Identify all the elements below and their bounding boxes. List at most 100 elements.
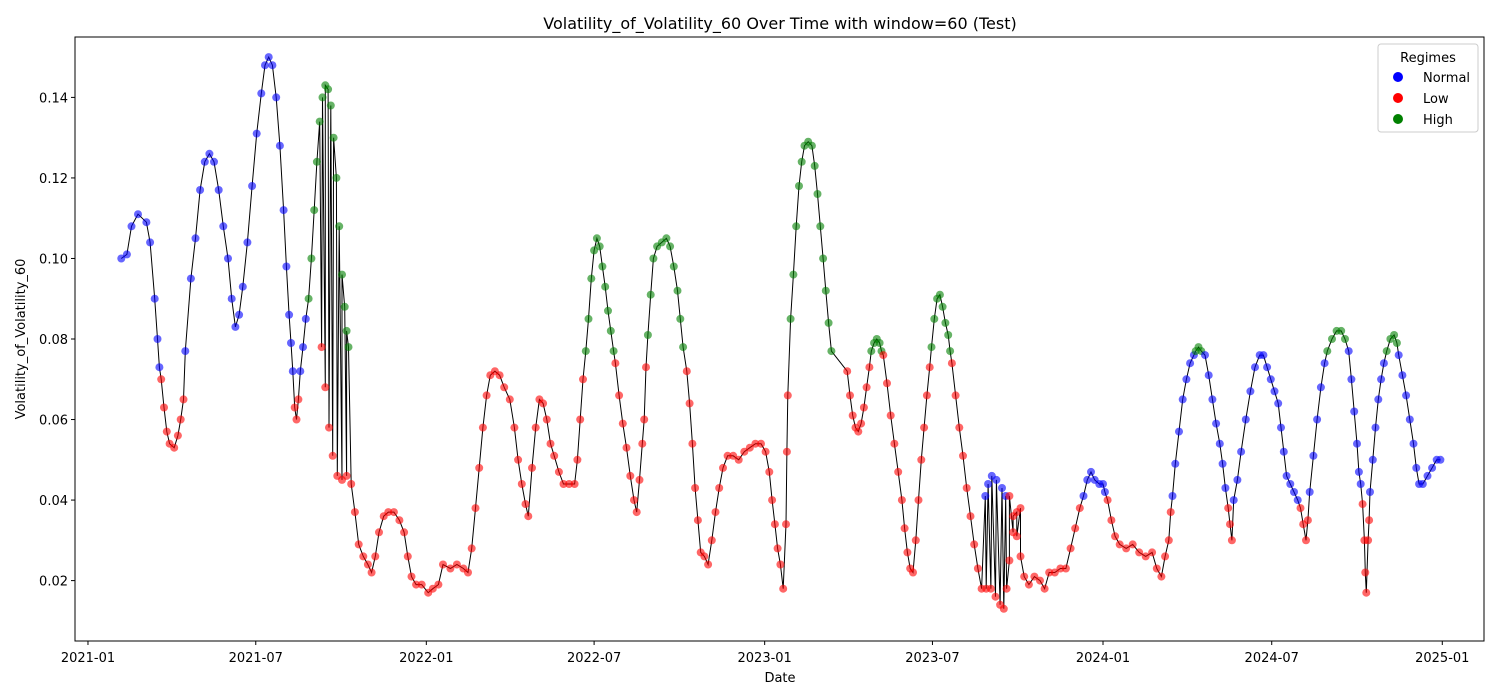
data-point-high [673,286,682,295]
data-point-low [1135,548,1144,557]
x-tick-label: 2022-01 [399,651,453,666]
data-point-normal [200,157,209,166]
data-point-low [890,439,899,448]
data-point-normal [1377,375,1386,384]
data-point-low [434,580,443,589]
data-point-low [417,580,426,589]
data-point-low [734,455,743,464]
data-point-low [991,592,1000,601]
data-point-normal [1208,395,1217,404]
data-point-low [1296,504,1305,513]
data-point-high [1392,339,1401,347]
data-point-high [340,302,349,311]
data-point-low [715,484,724,492]
data-point-normal [1259,351,1268,360]
data-point-low [1036,576,1044,585]
data-point-high [930,314,939,323]
data-point-low [1005,556,1014,565]
data-point-low [640,415,649,424]
data-point-low [1166,508,1175,517]
data-point-high [1341,335,1349,343]
data-point-low [290,403,299,412]
data-point-high [1382,347,1391,356]
data-point-low [1075,504,1084,513]
legend-label-low: Low [1423,92,1449,107]
data-point-low [883,379,891,388]
data-point-normal [1379,359,1388,368]
data-point-normal [210,157,218,166]
data-point-low [500,383,509,392]
data-point-normal [1251,363,1259,372]
data-point-low [412,580,421,589]
data-point-high [807,141,816,150]
data-point-low [909,568,917,577]
data-point-normal [1366,488,1374,496]
data-point-high [1323,347,1332,356]
data-point-low [630,496,638,505]
data-point-high [679,343,688,352]
data-point-low [859,403,868,412]
data-point-high [824,318,833,327]
data-point-normal [186,274,195,283]
data-point-normal [1266,375,1275,384]
data-point-low [973,564,982,573]
data-point-high [662,234,671,243]
data-point-low [693,516,702,525]
data-point-low [467,544,476,553]
data-point-high [669,262,678,271]
data-point-high [601,282,610,291]
data-point-high [606,326,615,335]
data-point-high [1390,331,1399,339]
data-point-high [927,343,936,352]
data-point-normal [1263,363,1272,372]
x-tick-label: 2021-07 [229,651,283,666]
y-tick-label: 0.10 [39,252,68,267]
data-point-low [1226,520,1234,529]
data-point-normal [1313,415,1322,424]
data-point-high [329,133,338,142]
data-point-low [579,375,587,384]
data-point-low [947,359,956,368]
data-point-high [335,222,344,231]
data-point-low [1148,548,1157,557]
data-point-normal [214,186,223,194]
data-point-low [894,467,903,476]
data-point-low [854,427,863,436]
data-point-normal [1277,423,1285,432]
data-point-low [359,552,368,561]
data-point-normal [1350,407,1359,416]
legend-marker-low [1393,93,1403,103]
data-point-low [1030,572,1039,581]
data-point-low [428,584,437,593]
data-point-normal [257,89,266,98]
data-point-high [1337,326,1346,335]
data-point-normal [275,141,284,150]
data-point-normal [1305,488,1314,496]
data-point-low [635,475,644,484]
chart-title: Volatility_of_Volatility_60 Over Time wi… [543,14,1016,34]
data-point-low [865,363,874,372]
data-point-low [1157,572,1166,581]
data-point-normal [1293,496,1302,505]
data-point-low [1115,540,1124,549]
data-point-low [970,540,979,549]
data-point-low [162,427,171,436]
data-point-low [1365,516,1374,525]
data-point-high [810,161,819,170]
data-point-normal [1083,475,1092,484]
data-point-normal [219,222,228,231]
data-point-low [354,540,363,549]
data-point-high [304,294,313,303]
data-point-low [363,560,372,569]
data-point-low [576,415,585,424]
data-point-normal [248,182,257,190]
data-point-low [1122,544,1131,553]
data-point-high [676,314,685,323]
x-tick-label: 2025-01 [1415,651,1469,666]
data-point-high [581,347,590,356]
data-point-low [531,423,540,432]
data-point-low [626,471,635,480]
data-point-low [294,395,303,404]
